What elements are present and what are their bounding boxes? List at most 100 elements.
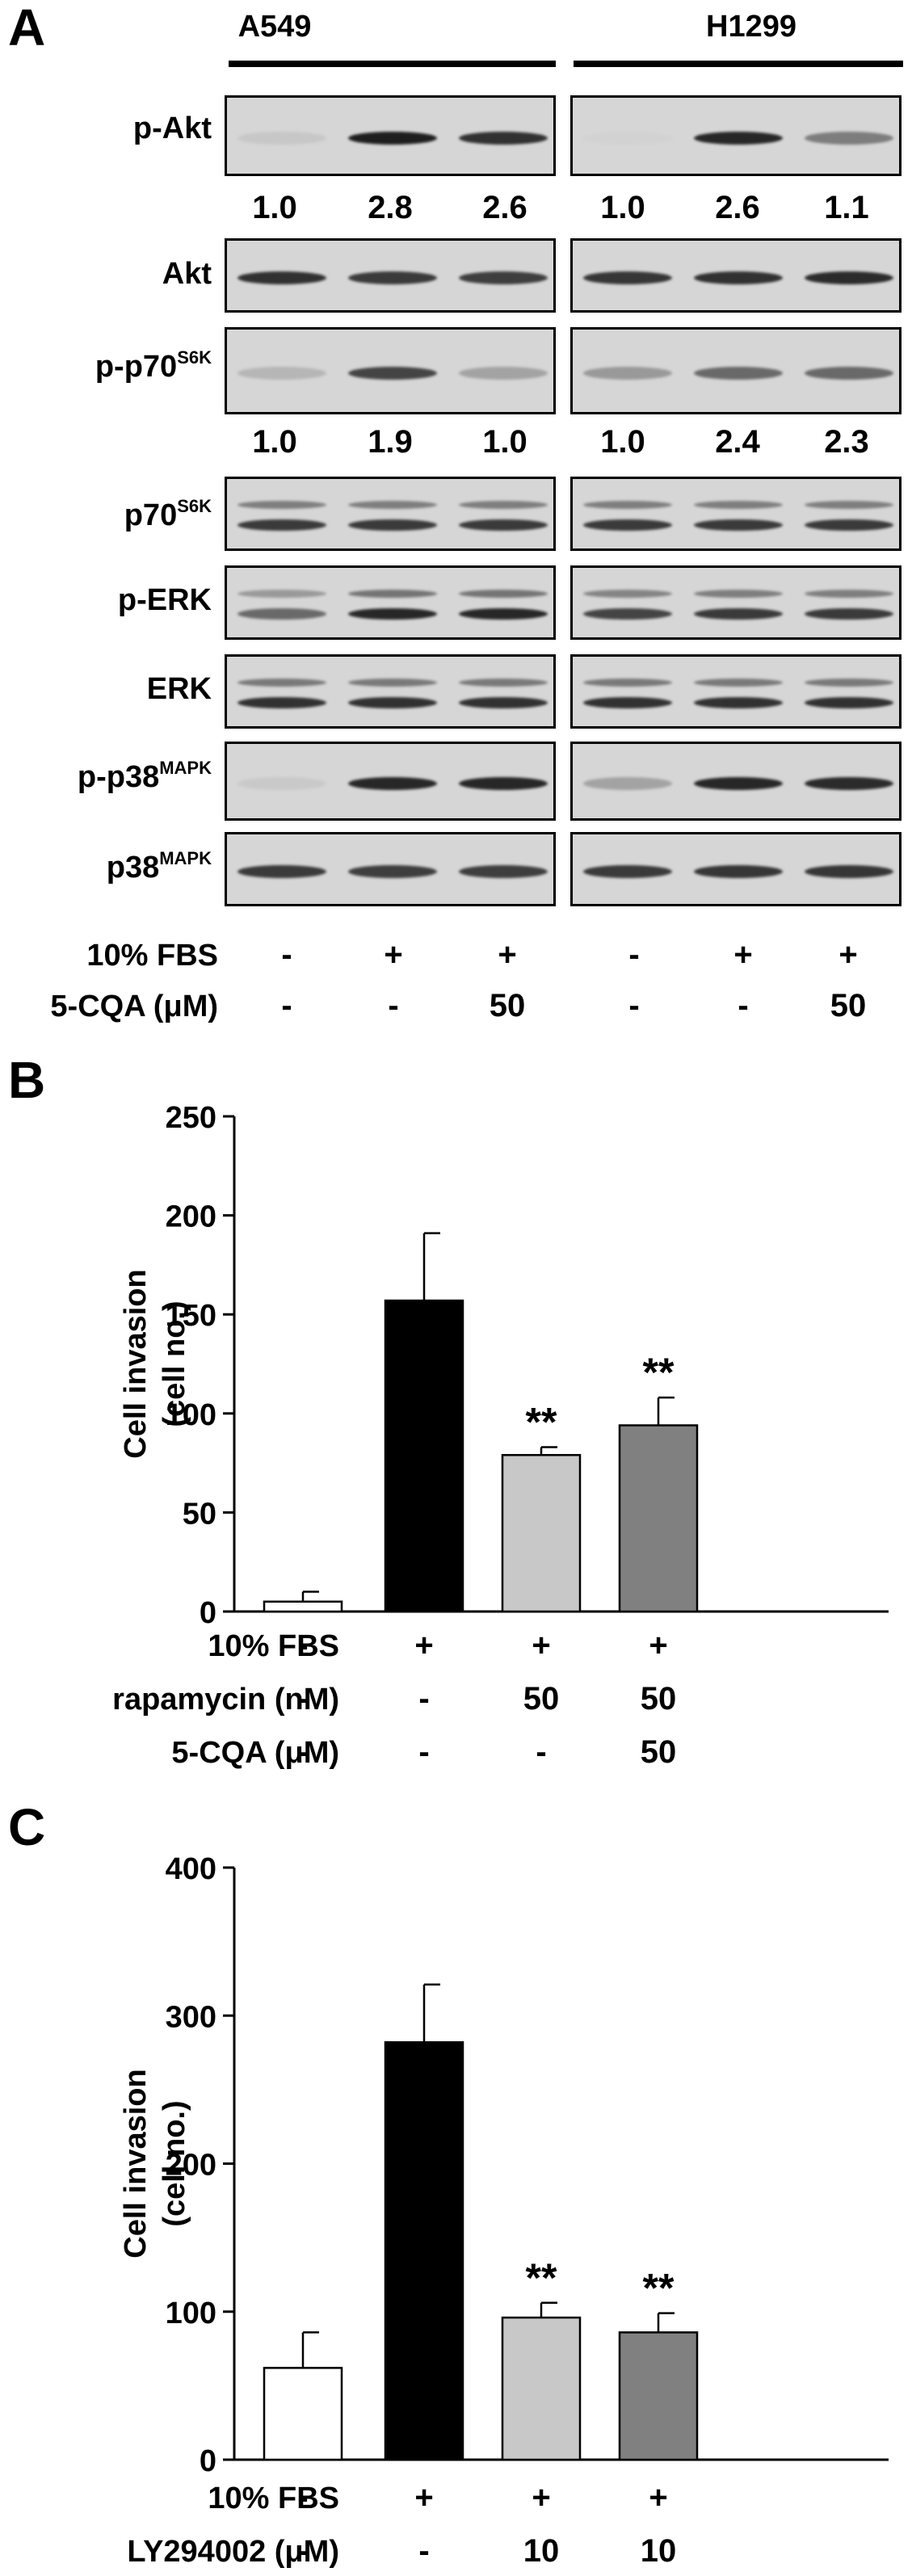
blot-a549-row-5 xyxy=(225,654,556,729)
blot-band xyxy=(694,608,783,620)
blot-band xyxy=(694,271,783,284)
blot-label-p-p38mapk: p-p38MAPK xyxy=(77,758,212,794)
blot-band xyxy=(694,865,783,878)
blot-band xyxy=(237,271,327,284)
blot-band xyxy=(348,132,437,145)
blot-band xyxy=(237,590,327,599)
condition-label: 5-CQA (μM) xyxy=(171,1736,339,1770)
blot-band xyxy=(583,590,673,599)
significance-marker: ** xyxy=(643,2266,675,2311)
blot-band xyxy=(583,777,673,790)
cond-a-fbs-4: - xyxy=(628,937,640,973)
bar xyxy=(263,1600,343,1613)
panel-b-letter: B xyxy=(8,1051,46,1109)
blot-band xyxy=(804,777,893,790)
blot-band xyxy=(458,865,548,878)
cell-line-underline-h1299 xyxy=(574,61,903,67)
blot-h1299-row-4 xyxy=(570,565,901,640)
bar xyxy=(501,1454,582,1613)
blot-band xyxy=(583,519,673,532)
condition-value: 50 xyxy=(641,1734,677,1770)
blot-band xyxy=(458,519,548,532)
blot-band xyxy=(237,608,327,620)
blot-band xyxy=(458,590,548,599)
cond-a-5cqa-3: 50 xyxy=(489,988,526,1023)
cond-a-5cqa-4: - xyxy=(628,988,640,1023)
blot-band xyxy=(804,590,893,599)
cond-a-5cqa-1: - xyxy=(281,988,292,1023)
blot-band xyxy=(458,501,548,510)
quant-p-p70-a549-3: 1.0 xyxy=(482,424,527,460)
y-axis-label-line-2: (cell no.) xyxy=(158,2100,191,2226)
cond-a-5cqa-6: 50 xyxy=(830,988,867,1023)
condition-value: + xyxy=(649,2480,667,2515)
blot-band xyxy=(583,501,673,510)
cond-a-5cqa-2: - xyxy=(388,988,399,1023)
condition-value: + xyxy=(414,1628,433,1663)
cond-a-5cqa-5: - xyxy=(738,988,749,1023)
blot-h1299-row-6 xyxy=(570,742,901,821)
blot-band xyxy=(583,865,673,878)
y-tick-label: 100 xyxy=(166,1398,216,1432)
blot-band xyxy=(583,132,673,145)
blot-band xyxy=(237,501,327,510)
condition-value: + xyxy=(649,1628,667,1663)
blot-band xyxy=(694,590,783,599)
cond-a-fbs-5: + xyxy=(733,937,753,973)
blot-band xyxy=(804,608,893,620)
blot-a549-row-2 xyxy=(225,327,556,414)
condition-label-fbs-a: 10% FBS xyxy=(86,939,218,973)
condition-value: - xyxy=(297,1681,308,1717)
blot-band xyxy=(694,697,783,709)
condition-value: 50 xyxy=(641,1681,677,1717)
blot-h1299-row-7 xyxy=(570,832,901,906)
condition-value: 50 xyxy=(523,1681,560,1717)
y-axis-label-line-1: Cell invasion xyxy=(119,2069,153,2258)
quant-p-p70-a549-2: 1.9 xyxy=(368,424,413,460)
blot-band xyxy=(804,865,893,878)
blot-band xyxy=(583,271,673,284)
quant-p-p70-h1299-2: 2.4 xyxy=(715,424,760,460)
blot-a549-row-7 xyxy=(225,832,556,906)
blot-band xyxy=(694,519,783,532)
bar xyxy=(263,2367,343,2461)
bar xyxy=(384,2040,464,2461)
quant-p-p70-h1299-3: 2.3 xyxy=(824,424,869,460)
blot-a549-row-4 xyxy=(225,565,556,640)
condition-value: - xyxy=(418,2533,429,2569)
blot-label-erk: ERK xyxy=(146,672,212,706)
bar xyxy=(501,2316,582,2461)
blot-band xyxy=(804,367,893,380)
blot-band xyxy=(583,679,673,687)
quant-p-akt-h1299-3: 1.1 xyxy=(824,190,869,225)
blot-a549-row-0 xyxy=(225,95,556,176)
condition-value: - xyxy=(297,2480,308,2515)
blot-band xyxy=(804,271,893,284)
cond-a-fbs-3: + xyxy=(498,937,517,973)
bar xyxy=(384,1299,464,1613)
y-tick-label: 50 xyxy=(183,1497,216,1531)
quant-p-akt-a549-3: 2.6 xyxy=(482,190,527,225)
blot-band xyxy=(804,132,893,145)
blot-band xyxy=(237,132,327,145)
y-tick-label: 200 xyxy=(166,1200,216,1234)
blot-band xyxy=(458,367,548,380)
blot-h1299-row-2 xyxy=(570,327,901,414)
significance-marker: ** xyxy=(643,1350,675,1395)
blot-band xyxy=(348,777,437,790)
blot-band xyxy=(694,367,783,380)
blot-band xyxy=(583,367,673,380)
y-tick-label: 250 xyxy=(166,1101,216,1135)
y-axis-label-line-1: Cell invasion xyxy=(119,1269,153,1458)
blot-band xyxy=(237,777,327,790)
blot-band xyxy=(804,679,893,687)
blot-band xyxy=(348,608,437,620)
y-axis-label-line-2: (cell no.) xyxy=(158,1301,191,1427)
blot-a549-row-1 xyxy=(225,238,556,313)
quant-p-akt-h1299-1: 1.0 xyxy=(600,190,645,225)
y-tick-label: 400 xyxy=(166,1852,216,1886)
blot-label-akt: Akt xyxy=(162,257,212,291)
condition-value: - xyxy=(536,1734,546,1770)
cell-line-underline-a549 xyxy=(229,61,556,67)
quant-p-akt-h1299-2: 2.6 xyxy=(715,190,760,225)
